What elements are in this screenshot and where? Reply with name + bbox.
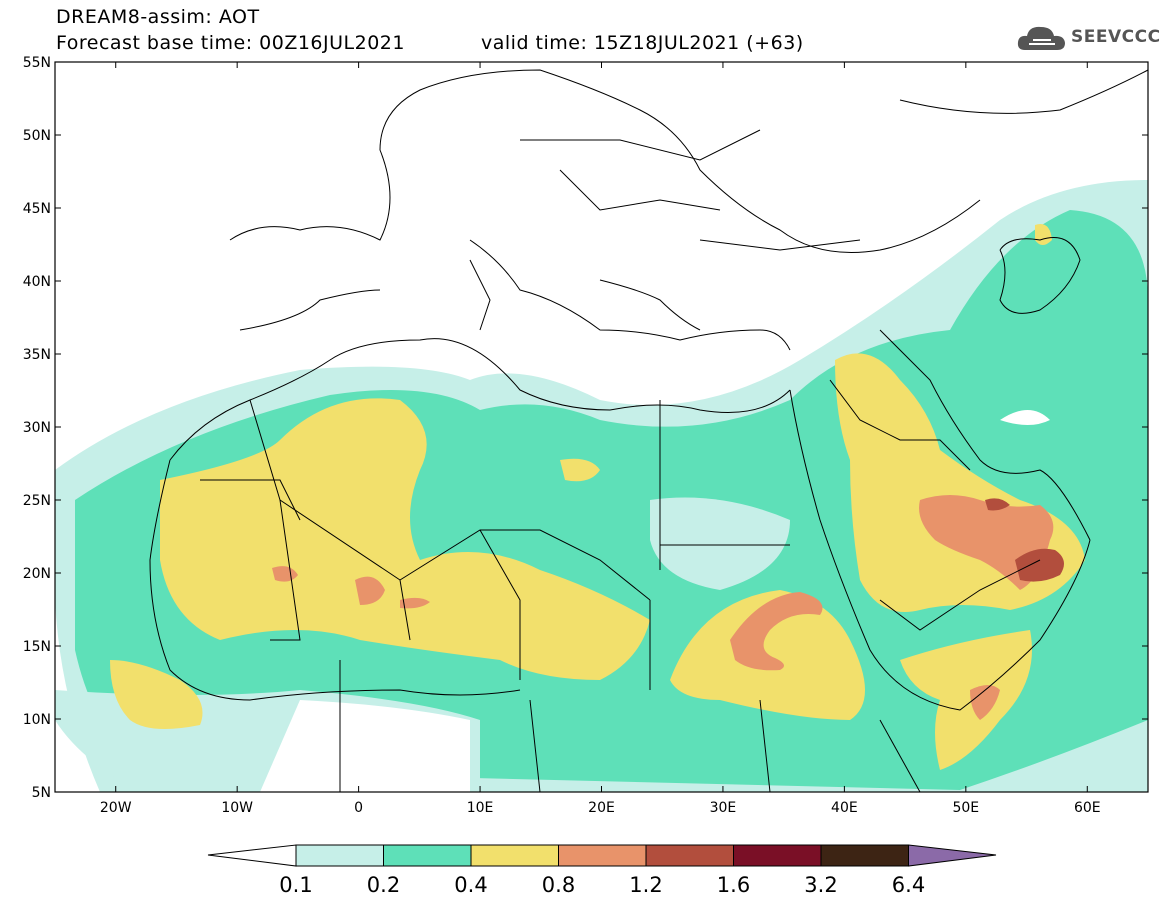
lat-tick-label: 30N [23, 420, 51, 436]
lat-tick-label: 5N [32, 785, 51, 801]
lat-tick-label: 25N [23, 493, 51, 509]
legend-label: 0.8 [541, 873, 576, 897]
longitude-ticks: 20W 10W 0 10E 20E 30E 40E 50E 60E [100, 62, 1101, 816]
lon-tick-label: 10E [467, 800, 494, 816]
lat-tick-label: 55N [23, 55, 51, 71]
cloud-logo-icon [1017, 26, 1065, 50]
colorbar [207, 844, 997, 867]
forecast-base-time: Forecast base time: 00Z16JUL2021 [56, 32, 405, 54]
latitude-ticks: 55N 50N 45N 40N 35N 30N 25N 20N 15N 10N 5N [23, 55, 1148, 801]
aot-level-0.4 [160, 398, 650, 680]
colorbar-low-arrow [207, 844, 297, 867]
lon-tick-label: 60E [1074, 800, 1101, 816]
legend-label: 6.4 [891, 873, 926, 897]
legend-label: 0.1 [279, 873, 313, 897]
legend-label: 1.6 [716, 873, 751, 897]
seevccc-logo: SEEVCCC [1015, 22, 1160, 56]
lon-tick-label: 20E [588, 800, 615, 816]
valid-time: valid time: 15Z18JUL2021 (+63) [481, 32, 804, 54]
aot-level-1.2 [1015, 548, 1064, 582]
lat-tick-label: 10N [23, 712, 51, 728]
lat-tick-label: 20N [23, 566, 51, 582]
lat-tick-label: 45N [23, 201, 51, 217]
lat-tick-label: 15N [23, 639, 51, 655]
lon-tick-label: 0 [354, 800, 363, 816]
aot-level-0.2 [75, 210, 1148, 790]
colorbar-high-arrow [908, 844, 997, 867]
logo-text: SEEVCCC [1071, 27, 1161, 47]
coastlines [149, 69, 1148, 792]
legend-label: 0.2 [366, 873, 401, 897]
lon-tick-label: 40E [831, 800, 858, 816]
lon-tick-label: 10W [221, 800, 253, 816]
lon-tick-label: 30E [710, 800, 737, 816]
lon-tick-label: 20W [100, 800, 132, 816]
map-title: DREAM8-assim: AOT [56, 6, 260, 28]
lat-tick-label: 40N [23, 274, 51, 290]
aot-field [55, 62, 1148, 792]
lat-tick-label: 50N [23, 128, 51, 144]
legend-label: 1.2 [629, 873, 663, 897]
legend-label: 0.4 [454, 873, 488, 897]
lon-tick-label: 50E [952, 800, 979, 816]
lat-tick-label: 35N [23, 347, 51, 363]
aot-level-0.8 [730, 592, 823, 671]
legend-label: 3.2 [804, 873, 838, 897]
